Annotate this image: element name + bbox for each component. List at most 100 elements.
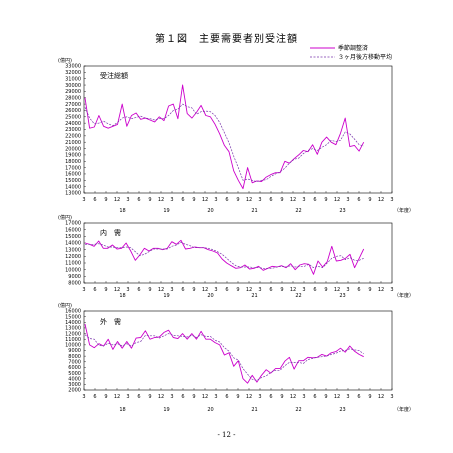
y-tick-label: 14000 xyxy=(65,320,81,326)
x-tick-label: 12 xyxy=(114,287,120,293)
x-tick-label: 9 xyxy=(236,197,239,203)
y-axis-label: (億円) xyxy=(58,57,72,64)
x-tick-label: 9 xyxy=(148,197,151,203)
plot-frame xyxy=(83,222,393,284)
x-tick-label: 6 xyxy=(181,197,184,203)
x-tick-label: 9 xyxy=(280,287,283,293)
y-tick-label: 18000 xyxy=(65,159,81,165)
x-tick-label: 6 xyxy=(357,197,360,203)
x-tick-label: 9 xyxy=(368,287,371,293)
y-tick-label: 10000 xyxy=(65,267,81,273)
year-label: 22 xyxy=(295,293,301,299)
y-tick-label: 33000 xyxy=(65,64,81,70)
x-tick-label: 12 xyxy=(246,287,252,293)
x-tick-label: 12 xyxy=(378,394,384,400)
x-tick-label: 12 xyxy=(290,287,296,293)
x-tick-label: 3 xyxy=(346,287,349,293)
panel-title: 内 需 xyxy=(100,228,121,237)
y-tick-label: 13000 xyxy=(65,247,81,253)
series-line-moving-avg xyxy=(84,333,364,381)
y-tick-label: 21000 xyxy=(65,140,81,146)
y-tick-label: 3000 xyxy=(68,382,81,388)
x-tick-label: 6 xyxy=(93,394,96,400)
y-tick-label: 15000 xyxy=(65,178,81,184)
y-tick-label: 13000 xyxy=(65,326,81,332)
year-label: 23 xyxy=(339,293,345,299)
y-tick-label: 28000 xyxy=(65,95,81,101)
x-tick-label: 3 xyxy=(126,197,129,203)
y-tick-label: 23000 xyxy=(65,127,81,133)
x-tick-label: 12 xyxy=(114,394,120,400)
series-line-seasonal xyxy=(84,239,365,275)
x-tick-label: 6 xyxy=(225,197,228,203)
x-tick-label: 3 xyxy=(390,197,393,203)
x-tick-label: 9 xyxy=(104,197,107,203)
x-tick-label: 12 xyxy=(158,287,164,293)
y-tick-label: 10000 xyxy=(65,343,81,349)
year-label: 22 xyxy=(295,208,301,214)
y-axis-label: (億円) xyxy=(58,302,72,309)
x-tick-label: 3 xyxy=(258,197,261,203)
y-tick-label: 7000 xyxy=(68,359,81,365)
y-tick-label: 16000 xyxy=(65,309,81,315)
year-label: 21 xyxy=(251,208,257,214)
legend-moving-avg-label: ３ヶ月後方移動平均 xyxy=(338,53,392,61)
x-tick-label: 12 xyxy=(334,394,340,400)
series-line-moving-avg xyxy=(85,241,364,269)
y-tick-label: 17000 xyxy=(65,221,81,227)
x-tick-label: 3 xyxy=(258,287,261,293)
y-tick-label: 15000 xyxy=(65,234,81,240)
x-tick-label: 3 xyxy=(302,287,305,293)
x-tick-label: 3 xyxy=(302,197,305,203)
x-tick-label: 3 xyxy=(82,197,85,203)
x-tick-label: 6 xyxy=(313,394,316,400)
x-tick-label: 3 xyxy=(346,197,349,203)
y-tick-label: 31000 xyxy=(65,76,81,82)
year-label: 19 xyxy=(163,293,169,299)
y-tick-label: 32000 xyxy=(65,70,81,76)
y-tick-label: 26000 xyxy=(65,108,81,114)
year-label: 23 xyxy=(339,208,345,214)
x-tick-label: 3 xyxy=(214,197,217,203)
y-tick-label: 4000 xyxy=(68,376,81,382)
y-tick-label: 5000 xyxy=(68,371,81,377)
year-label: 23 xyxy=(339,407,345,413)
series-line-seasonal xyxy=(84,323,364,384)
y-tick-label: 6000 xyxy=(68,365,81,371)
y-tick-label: 14000 xyxy=(65,184,81,190)
y-tick-label: 17000 xyxy=(65,165,81,171)
year-label: 20 xyxy=(207,407,213,413)
y-axis-label: (億円) xyxy=(58,214,72,221)
x-tick-label: 6 xyxy=(269,394,272,400)
x-tick-label: 9 xyxy=(368,394,371,400)
legend: 季節調整済 ３ヶ月後方移動平均 xyxy=(310,44,392,61)
x-tick-label: 12 xyxy=(246,394,252,400)
x-tick-label: 6 xyxy=(137,394,140,400)
y-tick-label: 29000 xyxy=(65,89,81,95)
series-line-moving-avg xyxy=(84,103,364,182)
x-tick-label: 9 xyxy=(280,394,283,400)
y-tick-label: 25000 xyxy=(65,115,81,121)
x-tick-label: 3 xyxy=(170,287,173,293)
x-tick-label: 3 xyxy=(390,287,393,293)
x-tick-label: 12 xyxy=(290,394,296,400)
x-tick-label: 3 xyxy=(214,287,217,293)
year-unit-label: （年度） xyxy=(394,292,414,299)
x-tick-label: 12 xyxy=(290,197,296,203)
panel-title: 外 需 xyxy=(100,317,121,326)
chart-panel-overseas: 2000300040005000600070008000900010000110… xyxy=(58,302,414,413)
y-tick-label: 20000 xyxy=(65,146,81,152)
x-tick-label: 9 xyxy=(324,394,327,400)
x-tick-label: 12 xyxy=(334,197,340,203)
x-tick-label: 6 xyxy=(313,197,316,203)
y-tick-label: 12000 xyxy=(65,254,81,260)
page-title: 第１図 主要需要者別受注額 xyxy=(155,34,298,45)
x-tick-label: 6 xyxy=(137,287,140,293)
x-tick-label: 9 xyxy=(324,197,327,203)
x-tick-label: 3 xyxy=(170,197,173,203)
x-tick-label: 9 xyxy=(192,287,195,293)
x-tick-label: 12 xyxy=(114,197,120,203)
y-tick-label: 11000 xyxy=(65,261,81,267)
x-tick-label: 9 xyxy=(148,394,151,400)
